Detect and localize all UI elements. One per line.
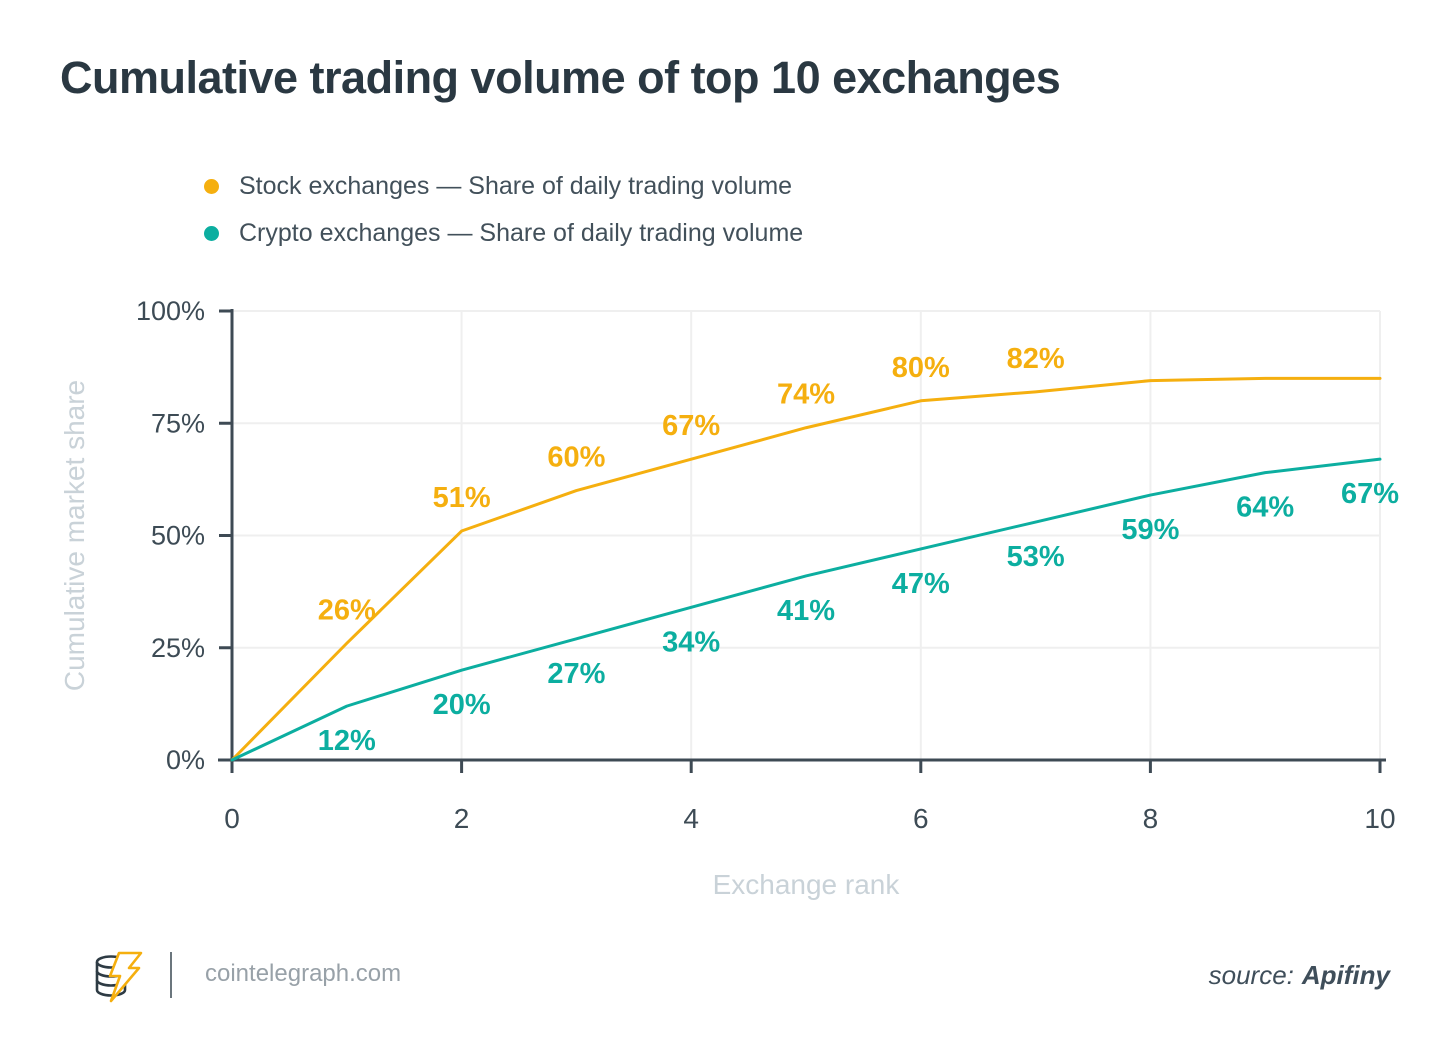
data-label-crypto: 59% <box>1121 514 1179 546</box>
footer-site-url: cointelegraph.com <box>205 960 402 987</box>
series-line-stock <box>230 376 1382 762</box>
source-name: Apifiny <box>1301 960 1390 990</box>
legend-item-stock-exchanges: Stock exchanges — Share of daily trading… <box>204 172 803 201</box>
y-tick-label: 50% <box>151 521 205 551</box>
page-title: Cumulative trading volume of top 10 exch… <box>60 52 1061 103</box>
series-line-crypto <box>230 457 1382 762</box>
chart-legend: Stock exchanges — Share of daily trading… <box>204 172 803 248</box>
data-label-stock: 82% <box>1007 343 1065 375</box>
data-label-stock: 67% <box>662 410 720 442</box>
data-label-stock: 51% <box>433 482 491 514</box>
y-axis-title: Cumulative market share <box>59 380 90 691</box>
source-label: source: <box>1208 960 1294 990</box>
data-label-stock: 74% <box>777 379 835 411</box>
data-label-crypto: 27% <box>547 658 605 690</box>
data-label-stock: 60% <box>547 442 605 474</box>
legend-dot-crypto-icon <box>204 226 219 241</box>
data-label-stock: 26% <box>318 594 376 626</box>
y-tick-label: 100% <box>136 296 205 326</box>
x-tick-label: 8 <box>1143 803 1159 834</box>
x-tick-label: 0 <box>224 803 240 834</box>
legend-dot-stock-icon <box>204 179 219 194</box>
data-label-crypto: 41% <box>777 595 835 627</box>
legend-item-crypto-exchanges: Crypto exchanges — Share of daily tradin… <box>204 219 803 248</box>
data-label-crypto: 64% <box>1236 492 1294 524</box>
data-label-crypto: 67% <box>1341 478 1399 510</box>
x-tick-label: 2 <box>454 803 470 834</box>
footer-source: source: Apifiny <box>1209 960 1390 991</box>
footer-divider <box>170 952 172 998</box>
legend-label-stock: Stock exchanges — Share of daily trading… <box>239 172 793 200</box>
y-tick-label: 25% <box>151 633 205 663</box>
y-tick-label: 75% <box>151 408 205 438</box>
data-label-stock: 80% <box>892 352 950 384</box>
x-axis-title: Exchange rank <box>713 869 901 900</box>
legend-label-crypto: Crypto exchanges — Share of daily tradin… <box>239 219 804 247</box>
data-label-crypto: 12% <box>318 725 376 757</box>
data-label-crypto: 20% <box>433 689 491 721</box>
data-label-crypto: 47% <box>892 568 950 600</box>
y-tick-label: 0% <box>166 745 205 775</box>
footer: cointelegraph.com source: Apifiny <box>0 938 1450 1018</box>
x-tick-label: 6 <box>913 803 929 834</box>
data-label-crypto: 53% <box>1007 541 1065 573</box>
cointelegraph-logo-icon <box>95 951 143 1003</box>
data-label-crypto: 34% <box>662 626 720 658</box>
line-chart: 0% 25% 50% 75% 100% 0 2 4 6 8 10 Exchange rank Cumul… <box>59 296 1399 900</box>
x-tick-label: 4 <box>683 803 699 834</box>
x-tick-label: 10 <box>1364 803 1395 834</box>
